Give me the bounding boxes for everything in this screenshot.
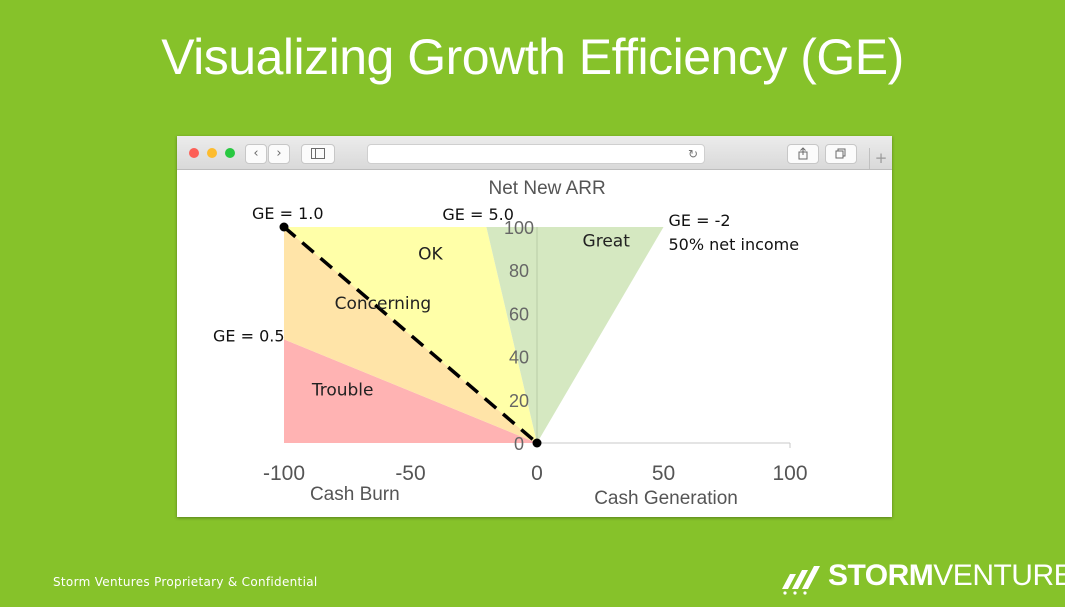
x-tick-label-100: 100: [772, 462, 807, 485]
region-label-great: Great: [583, 231, 631, 251]
reload-icon[interactable]: ↻: [687, 147, 698, 161]
annotation-50-net-income: 50% net income: [669, 235, 800, 254]
y-tick-label-80: 80: [509, 261, 529, 281]
y-tick-label-40: 40: [509, 348, 529, 368]
chevron-left-icon: ‹: [253, 146, 259, 161]
share-button[interactable]: [787, 144, 819, 164]
forward-button[interactable]: ›: [268, 144, 290, 164]
region-label-trouble: Trouble: [311, 380, 374, 400]
x-tick-label-50: -50: [395, 462, 425, 485]
chevron-right-icon: ›: [276, 146, 282, 161]
back-button[interactable]: ‹: [245, 144, 267, 164]
close-window-button[interactable]: [189, 148, 199, 158]
ge-one-dashed-line: [282, 225, 539, 445]
region-label-ok: OK: [418, 244, 443, 264]
annotation-ge-0-5: GE = 0.5: [213, 326, 285, 345]
logo-word-ventures: VENTURES: [933, 559, 1065, 592]
annotation-ge-2: GE = -2: [669, 211, 731, 230]
zoom-window-button[interactable]: [225, 148, 235, 158]
share-icon: [798, 147, 808, 160]
region-label-concerning: Concerning: [335, 294, 432, 314]
ge-chart: 0 20 40 60 80 100 -100 -50 0 50 100 Cash Burn Cash G…: [213, 178, 808, 509]
chart-title: Net New ARR: [489, 178, 606, 199]
sidebar-button[interactable]: [301, 144, 335, 164]
annotation-ge-5-0: GE = 5.0: [442, 205, 514, 224]
x-axis-label-cash-burn: Cash Burn: [310, 484, 400, 505]
browser-toolbar: ‹ › ↻ +: [177, 136, 892, 170]
y-tick-label-60: 60: [509, 304, 529, 324]
y-tick-label-0: 0: [514, 434, 524, 454]
x-tick-label-100: -100: [263, 462, 305, 485]
marker-point-2: [532, 438, 542, 448]
browser-window: ‹ › ↻ + 0 20 40 60 80 1: [177, 136, 892, 517]
minimize-window-button[interactable]: [207, 148, 217, 158]
tabs-icon: [835, 148, 846, 159]
region-great: [486, 227, 664, 443]
y-tick-label-100: 100: [504, 218, 534, 238]
tabs-button[interactable]: [825, 144, 857, 164]
slide-title: Visualizing Growth Efficiency (GE): [161, 29, 904, 85]
plus-icon: +: [874, 149, 888, 167]
logo-word-storm: STORM: [828, 559, 934, 592]
footer-text: Storm Ventures Proprietary & Confidentia…: [53, 575, 318, 589]
x-tick-label-50: 50: [652, 462, 675, 485]
storm-ventures-logo: STORMVENTURES: [780, 558, 1065, 596]
annotation-ge-1-0: GE = 1.0: [252, 204, 324, 223]
y-tick-label-20: 20: [509, 391, 529, 411]
x-axis-label-cash-generation: Cash Generation: [594, 488, 738, 509]
new-tab-button[interactable]: +: [869, 148, 892, 169]
sidebar-icon: [311, 148, 325, 159]
logo-mark-icon: [782, 566, 820, 595]
x-tick-label-0: 0: [531, 462, 543, 485]
marker-point-1: [279, 222, 289, 232]
address-bar[interactable]: ↻: [367, 144, 705, 164]
